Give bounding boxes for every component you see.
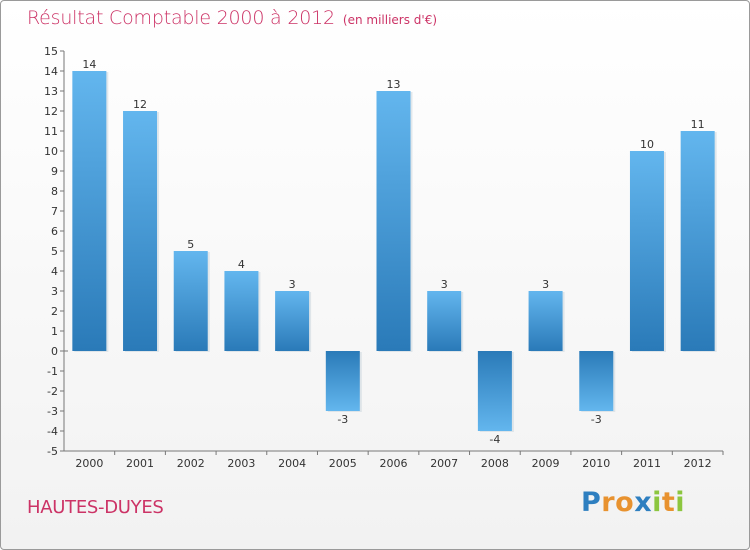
proxiti-logo[interactable]: Proxiti [581,487,685,518]
logo-letter: P [581,487,602,518]
bar-2011 [629,151,664,351]
bar-2005 [325,351,360,411]
chart-title-unit: (en milliers d'€) [342,13,438,27]
x-tick-label: 2010 [582,457,610,470]
bar-2002 [173,251,208,351]
data-label-2002: 5 [187,238,194,251]
y-tick-label: 6 [51,225,58,238]
data-label-2010: -3 [591,413,602,426]
data-label-2007: 3 [441,278,448,291]
data-labels: 14 12 5 4 3 -3 13 3 -4 3 -3 10 11 [82,58,704,446]
data-label-2008: -4 [489,433,500,446]
x-tick-label: 2005 [329,457,357,470]
x-tick-label: 2012 [684,457,712,470]
y-tick-label: 2 [51,305,58,318]
data-label-2009: 3 [542,278,549,291]
logo-letter: i [652,487,662,518]
y-tick-label: 15 [44,45,58,58]
logo-letter: t [661,487,676,518]
bar-2009 [528,291,563,351]
data-label-2011: 10 [640,138,654,151]
y-tick-label: 10 [44,145,58,158]
data-label-2006: 13 [387,78,401,91]
x-tick-label: 2001 [126,457,154,470]
data-label-2005: -3 [337,413,348,426]
y-tick-label: 8 [51,185,58,198]
y-tick-label: -3 [47,405,58,418]
logo-letter: i [675,487,686,518]
logo-letter: o [615,487,635,518]
bar-2000 [72,71,107,351]
bars [72,71,717,432]
y-tick-label: 0 [51,345,58,358]
y-tick-label: -1 [47,365,58,378]
x-tick-label: 2009 [532,457,560,470]
data-label-2012: 11 [691,118,705,131]
x-tick-label: 2003 [227,457,255,470]
x-tick-label: 2002 [177,457,205,470]
x-tick-label: 2011 [633,457,661,470]
y-tick-label: 3 [51,285,58,298]
x-axis: 2000 2001 2002 2003 2004 2005 2006 2007 2008 2009… [64,350,724,470]
data-label-2004: 3 [289,278,296,291]
y-tick-label: 7 [51,205,58,218]
bar-2004 [275,291,310,351]
bar-2010 [579,351,614,411]
commune-name: HAUTES-DUYES [27,497,164,518]
x-tick-label: 2006 [380,457,408,470]
y-tick-label: 9 [51,165,58,178]
y-tick-label: 11 [44,125,58,138]
bar-2006 [376,91,411,351]
bar-2012 [680,131,715,351]
y-tick-label: 13 [44,85,58,98]
bar-2007 [427,291,462,351]
y-tick-label: 5 [51,245,58,258]
y-tick-label: -4 [47,425,58,438]
y-tick-label: 1 [51,325,58,338]
y-tick-label: -2 [47,385,58,398]
chart-title-main: Résultat Comptable 2000 à 2012 [27,7,335,29]
chart-title: Résultat Comptable 2000 à 2012 (en millie… [27,7,437,29]
data-label-2001: 12 [133,98,147,111]
bar-2008 [477,351,512,431]
y-tick-label: 4 [51,265,58,278]
x-tick-label: 2007 [430,457,458,470]
y-tick-label: -5 [47,445,58,458]
x-tick-label: 2004 [278,457,306,470]
bar-2001 [123,111,158,351]
y-tick-label: 12 [44,105,58,118]
logo-letter: x [634,487,653,518]
logo-letter: r [601,487,616,518]
x-tick-label: 2000 [75,457,103,470]
bar-2003 [224,271,259,351]
data-label-2003: 4 [238,258,245,271]
data-label-2000: 14 [82,58,96,71]
x-tick-label: 2008 [481,457,509,470]
y-tick-label: 14 [44,65,58,78]
